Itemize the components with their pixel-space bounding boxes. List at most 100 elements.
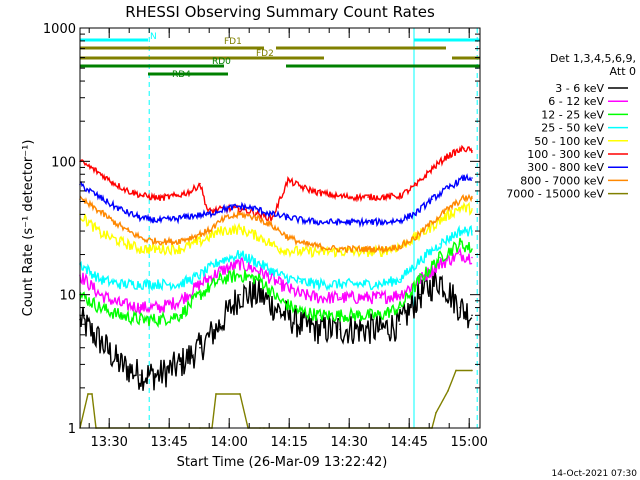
data-point (303, 187, 305, 189)
legend-header: Att 0 (610, 65, 636, 78)
data-point (459, 243, 461, 245)
data-point (279, 283, 281, 285)
data-point (99, 278, 101, 281)
data-point (159, 283, 161, 285)
data-point (159, 306, 161, 309)
data-point (175, 195, 177, 197)
data-point (463, 147, 465, 150)
legend-label: 300 - 800 keV (527, 161, 604, 174)
data-point (111, 181, 113, 183)
series-300-800-kev (79, 173, 473, 228)
y-tick-label: 1 (68, 422, 76, 437)
data-point (367, 248, 369, 250)
data-point (459, 306, 461, 309)
data-point (207, 230, 209, 232)
legend-label: 25 - 50 keV (541, 122, 604, 135)
data-point (199, 283, 201, 285)
data-point (399, 195, 401, 197)
data-point (339, 328, 341, 331)
data-point (175, 240, 177, 243)
series-line (79, 193, 473, 255)
data-point (431, 221, 433, 223)
data-point (255, 212, 257, 214)
data-point (335, 221, 337, 223)
data-point (119, 240, 121, 243)
data-point (367, 221, 369, 223)
data-point (179, 283, 181, 285)
data-point (239, 228, 241, 230)
data-point (335, 195, 337, 197)
data-point (139, 283, 141, 285)
data-point (199, 182, 201, 185)
x-tick-label: 13:45 (150, 435, 187, 450)
footer-date: 14-Oct-2021 07:30 (552, 469, 638, 479)
data-point (471, 248, 473, 250)
data-point (119, 283, 121, 285)
data-point (99, 232, 101, 234)
data-point (435, 412, 437, 414)
data-point (219, 278, 221, 281)
data-point (143, 195, 145, 197)
data-point (303, 219, 305, 222)
data-point (383, 196, 385, 198)
data-point (239, 293, 241, 296)
data-point (415, 236, 417, 238)
series-3-6-kev (79, 271, 473, 391)
legend-label: 7000 - 15000 keV (506, 188, 604, 201)
data-point (299, 280, 301, 283)
data-point (255, 216, 257, 219)
data-point (399, 278, 401, 281)
series-line (79, 224, 473, 292)
state-label-fd2: FD2 (256, 49, 274, 59)
data-point (259, 293, 261, 296)
data-point (383, 221, 385, 223)
data-point (179, 299, 181, 302)
y-axis: 1 10 100 1000 (43, 22, 480, 437)
data-point (191, 236, 193, 238)
data-point (143, 218, 145, 220)
data-point (139, 248, 141, 250)
data-point (439, 243, 441, 245)
data-point (239, 274, 241, 276)
data-point (379, 314, 381, 317)
data-point (471, 208, 473, 210)
legend-header: Det 1,3,4,5,6,9, (550, 52, 636, 65)
data-point (439, 278, 441, 281)
data-point (339, 314, 341, 317)
data-point (319, 192, 321, 194)
data-point (319, 314, 321, 317)
data-point (159, 219, 161, 222)
data-point (359, 314, 361, 317)
data-point (455, 369, 457, 372)
data-point (239, 263, 241, 265)
data-point (143, 238, 145, 241)
data-point (127, 190, 129, 192)
data-point (271, 224, 273, 227)
data-point (471, 177, 473, 179)
data-point (259, 278, 261, 281)
data-point (239, 253, 241, 256)
data-point (319, 328, 321, 331)
plot-frame (79, 27, 481, 429)
data-point (471, 149, 473, 152)
series-line (79, 271, 473, 391)
legend-label: 50 - 100 keV (534, 135, 604, 148)
data-point (299, 310, 301, 313)
data-point (459, 230, 461, 232)
y-tick-label: 100 (51, 155, 76, 170)
y-axis-label: Count Rate (s⁻¹ detector⁻¹) (21, 140, 36, 317)
data-point (219, 259, 221, 262)
data-point (471, 314, 473, 317)
legend-label: 12 - 25 keV (541, 108, 604, 121)
data-point (351, 248, 353, 250)
data-point (159, 197, 161, 199)
data-point (447, 208, 449, 210)
data-point (351, 196, 353, 198)
data-point (99, 340, 101, 342)
data-point (287, 179, 289, 182)
data-point (271, 218, 273, 220)
data-point (447, 155, 449, 157)
data-point (119, 303, 121, 305)
